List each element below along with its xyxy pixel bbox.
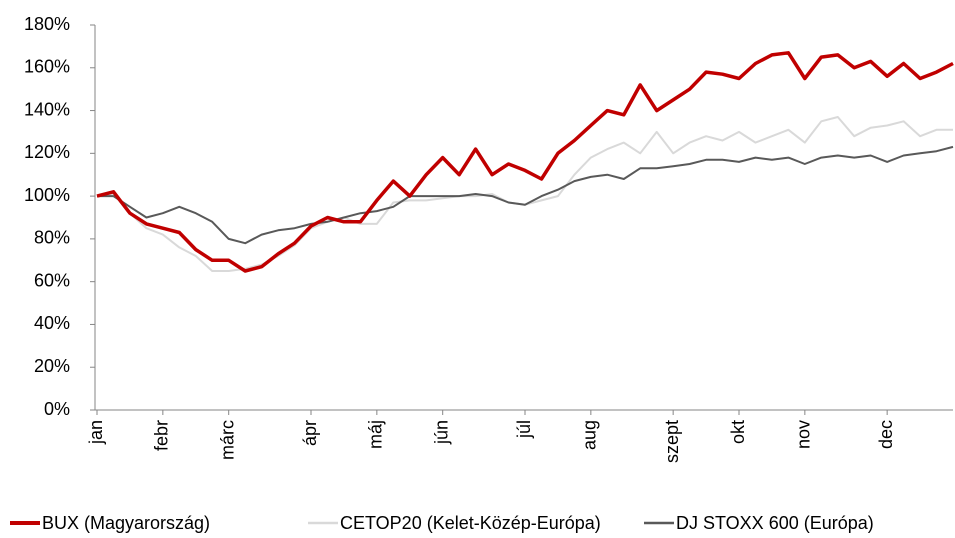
x-tick-label: szept (662, 420, 682, 463)
y-tick-label: 40% (34, 313, 70, 333)
series-line (96, 51, 954, 273)
series-line (97, 145, 954, 245)
x-tick-label: jan (86, 420, 106, 445)
y-tick-label: 160% (24, 57, 70, 77)
x-tick-label: febr (152, 420, 172, 451)
x-tick-label: nov (794, 420, 814, 449)
y-tick-label: 100% (24, 185, 70, 205)
y-tick-label: 80% (34, 228, 70, 248)
y-tick-label: 60% (34, 270, 70, 290)
y-tick-label: 0% (44, 399, 70, 419)
x-tick-label: jún (431, 420, 451, 445)
x-tick-label: dec (876, 420, 896, 449)
x-tick-label: aug (580, 420, 600, 450)
x-tick-label: máj (366, 420, 386, 449)
x-tick-label: júl (514, 420, 534, 439)
legend-label: BUX (Magyarország) (42, 513, 210, 533)
legend-label: CETOP20 (Kelet-Közép-Európa) (340, 513, 601, 533)
x-tick-label: okt (728, 420, 748, 444)
legend-label: DJ STOXX 600 (Európa) (676, 513, 874, 533)
series-line (96, 116, 953, 272)
y-tick-label: 120% (24, 142, 70, 162)
y-tick-label: 140% (24, 99, 70, 119)
x-tick-label: ápr (300, 420, 320, 446)
y-tick-label: 20% (34, 356, 70, 376)
y-tick-label: 180% (24, 14, 70, 34)
x-tick-label: márc (217, 420, 237, 460)
